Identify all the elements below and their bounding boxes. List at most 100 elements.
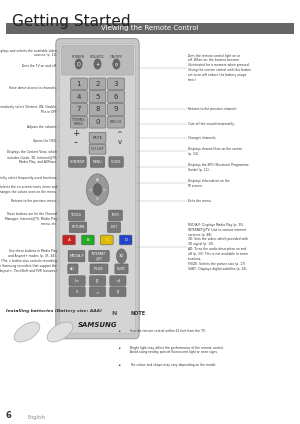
Text: Displays information on the
TV screen.: Displays information on the TV screen. xyxy=(188,179,229,187)
Text: A: A xyxy=(68,238,70,242)
FancyBboxPatch shape xyxy=(108,78,124,90)
FancyBboxPatch shape xyxy=(109,157,123,167)
Text: Have direct access to channels.: Have direct access to channels. xyxy=(9,86,57,90)
Text: Selects the on-screen menu items and
changes the values seen on the menu.: Selects the on-screen menu items and cha… xyxy=(0,185,57,194)
FancyBboxPatch shape xyxy=(89,144,106,154)
FancyBboxPatch shape xyxy=(108,103,124,115)
Text: v: v xyxy=(117,139,122,145)
Circle shape xyxy=(94,59,101,69)
Text: INTERNET
@TV: INTERNET @TV xyxy=(92,252,106,260)
Bar xyxy=(6,23,294,34)
Text: •: • xyxy=(117,329,120,334)
Text: EXIT: EXIT xyxy=(110,225,118,229)
Text: ON/OFF: ON/OFF xyxy=(110,55,123,59)
Text: Cuts off the sound temporarily.: Cuts off the sound temporarily. xyxy=(188,122,234,126)
Text: 4: 4 xyxy=(77,94,81,100)
FancyBboxPatch shape xyxy=(108,91,124,103)
FancyBboxPatch shape xyxy=(89,276,106,286)
Text: TOOLS: TOOLS xyxy=(71,213,82,218)
FancyBboxPatch shape xyxy=(68,210,85,221)
Text: P.SIZE: P.SIZE xyxy=(94,267,104,271)
Text: 0: 0 xyxy=(95,119,100,125)
Text: O: O xyxy=(77,61,80,67)
Text: Alternatively select Teletext: ON, Double,
Mix or OFF.: Alternatively select Teletext: ON, Doubl… xyxy=(0,105,57,114)
FancyBboxPatch shape xyxy=(107,222,121,233)
Text: SOURCE: SOURCE xyxy=(90,55,105,59)
FancyBboxPatch shape xyxy=(59,44,136,334)
Text: 8: 8 xyxy=(95,106,100,112)
Text: 6: 6 xyxy=(114,94,118,100)
Text: Getting Started: Getting Started xyxy=(12,14,130,28)
Text: >|: >| xyxy=(115,279,121,283)
Text: Quickly select frequently used functions.: Quickly select frequently used functions… xyxy=(0,176,57,180)
FancyBboxPatch shape xyxy=(119,235,132,245)
FancyBboxPatch shape xyxy=(109,210,122,221)
FancyBboxPatch shape xyxy=(90,157,105,167)
Text: D: D xyxy=(124,238,127,242)
Text: 3D: 3D xyxy=(119,254,124,258)
Text: Returns to the previous menu.: Returns to the previous menu. xyxy=(11,199,57,204)
Circle shape xyxy=(75,59,82,69)
Text: Turns the remote control light on or
off. When on, the buttons become
illuminate: Turns the remote control light on or off… xyxy=(188,53,250,82)
Text: +: + xyxy=(95,61,100,67)
FancyBboxPatch shape xyxy=(68,157,86,167)
Text: Installing batteries (Battery size: AAA): Installing batteries (Battery size: AAA) xyxy=(6,309,102,312)
Text: Displays and selects the available video
sources (p. 11).: Displays and selects the available video… xyxy=(0,49,57,57)
Text: SUBT.: SUBT. xyxy=(117,267,126,271)
Text: Adjusts the volume.: Adjusts the volume. xyxy=(27,125,57,129)
Text: Exits the menu.: Exits the menu. xyxy=(188,198,211,203)
Text: 9: 9 xyxy=(114,106,118,112)
Text: Turns the TV on and off.: Turns the TV on and off. xyxy=(21,64,57,68)
Text: •: • xyxy=(117,363,120,368)
FancyBboxPatch shape xyxy=(90,264,108,274)
FancyBboxPatch shape xyxy=(115,264,128,274)
FancyBboxPatch shape xyxy=(69,276,85,286)
Text: MENU: MENU xyxy=(93,160,102,164)
FancyBboxPatch shape xyxy=(63,235,75,245)
FancyBboxPatch shape xyxy=(89,132,106,143)
FancyBboxPatch shape xyxy=(89,251,109,262)
Text: INFO: INFO xyxy=(112,213,119,218)
Text: -: - xyxy=(74,137,78,147)
Text: AD: AD xyxy=(70,267,75,271)
Text: SAMSUNG: SAMSUNG xyxy=(78,322,117,328)
Circle shape xyxy=(93,184,102,195)
FancyBboxPatch shape xyxy=(89,91,106,103)
Circle shape xyxy=(116,249,127,263)
Text: Changes channels.: Changes channels. xyxy=(188,136,216,140)
Text: Displays the EPG (Electronic Programme
Guide) (p. 12).: Displays the EPG (Electronic Programme G… xyxy=(188,163,248,172)
Text: 7: 7 xyxy=(77,106,81,112)
Text: •: • xyxy=(117,346,120,351)
Text: []: [] xyxy=(96,279,99,283)
Text: NOTE: NOTE xyxy=(130,311,146,316)
Text: o: o xyxy=(115,61,118,67)
FancyBboxPatch shape xyxy=(108,116,124,128)
Text: +: + xyxy=(72,129,79,139)
Text: B: B xyxy=(86,238,89,242)
Text: 5: 5 xyxy=(95,94,100,100)
Circle shape xyxy=(86,174,109,205)
FancyBboxPatch shape xyxy=(56,39,139,339)
Ellipse shape xyxy=(47,322,73,342)
Text: C: C xyxy=(105,238,108,242)
Text: TTX/MIX
MHEG: TTX/MIX MHEG xyxy=(72,118,86,126)
Text: CONTENT: CONTENT xyxy=(70,160,85,164)
Text: A: A xyxy=(96,178,99,182)
Text: MEDIA.P: MEDIA.P xyxy=(69,254,84,258)
Text: RETURN: RETURN xyxy=(71,225,85,229)
Text: N: N xyxy=(111,311,116,316)
FancyBboxPatch shape xyxy=(110,287,126,297)
FancyBboxPatch shape xyxy=(69,287,85,297)
Text: ||: || xyxy=(116,290,119,294)
FancyBboxPatch shape xyxy=(61,45,134,75)
Text: Bright light may affect the performance of the remote control.
Avoid using nearb: Bright light may affect the performance … xyxy=(130,346,224,354)
FancyBboxPatch shape xyxy=(70,103,87,115)
Text: Displays channel lists on the screen
(p. 14).: Displays channel lists on the screen (p.… xyxy=(188,147,242,156)
Text: <: < xyxy=(89,187,92,192)
FancyBboxPatch shape xyxy=(89,78,106,90)
Text: Use the remote control within 23 feet from the TV.: Use the remote control within 23 feet fr… xyxy=(130,329,206,332)
Text: Use these buttons in Media Play
and Anynet+ modes (p. 35, 44).
(The > button als: Use these buttons in Media Play and Anyn… xyxy=(0,249,57,273)
FancyBboxPatch shape xyxy=(68,264,78,274)
FancyBboxPatch shape xyxy=(89,116,106,128)
Text: 2: 2 xyxy=(95,81,100,87)
